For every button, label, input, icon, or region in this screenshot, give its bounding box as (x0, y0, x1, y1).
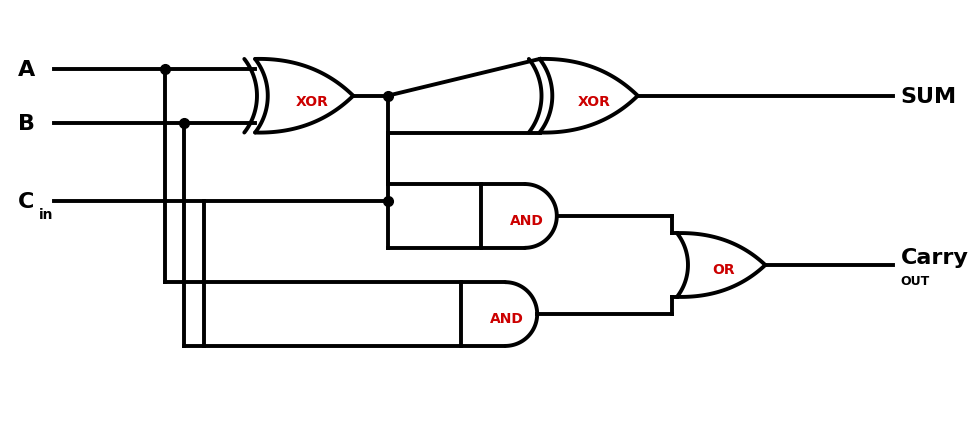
Text: A: A (18, 60, 35, 80)
Text: in: in (39, 207, 54, 222)
Text: OUT: OUT (900, 274, 929, 288)
Text: B: B (18, 113, 34, 133)
Text: Carry: Carry (900, 248, 967, 268)
Text: OR: OR (711, 262, 734, 276)
Text: C: C (18, 192, 34, 212)
Text: XOR: XOR (295, 95, 328, 108)
Text: XOR: XOR (578, 95, 610, 108)
Text: SUM: SUM (900, 86, 956, 106)
Text: AND: AND (490, 311, 523, 325)
Text: AND: AND (510, 213, 543, 227)
